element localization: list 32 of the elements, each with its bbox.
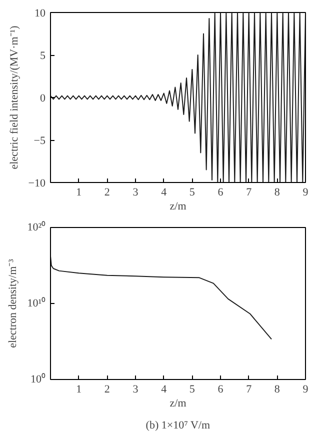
- y-tick-label: 10²⁰: [27, 220, 46, 234]
- x-tick-label: 1: [76, 186, 82, 198]
- x-axis-title: z/m: [170, 200, 187, 212]
- y-tick-label: 10⁰: [30, 372, 46, 386]
- x-tick-label: 8: [274, 186, 280, 198]
- x-tick-label: 3: [132, 186, 139, 198]
- x-tick-label: 5: [189, 384, 196, 396]
- y-tick-label: 5: [40, 50, 46, 62]
- y-tick-label: 0: [40, 92, 46, 104]
- x-tick-label: 6: [218, 384, 224, 396]
- text: (b) 1×10⁷ V/m: [146, 420, 210, 432]
- y-tick-label: −10: [28, 178, 46, 190]
- x-tick-label: 2: [104, 186, 110, 198]
- x-tick-label: 7: [246, 384, 252, 396]
- x-tick-label: 1: [76, 384, 82, 396]
- x-tick-label: 3: [132, 384, 139, 396]
- y-tick-label: −5: [34, 135, 46, 147]
- x-axis-title: z/m: [170, 398, 187, 410]
- x-tick-label: 9: [302, 384, 309, 396]
- x-tick-label: 9: [302, 186, 309, 198]
- y-tick-label: 10¹⁰: [27, 296, 46, 310]
- x-tick-label: 4: [161, 186, 168, 198]
- y-tick-label: 10: [34, 8, 46, 20]
- line-series: [50, 12, 306, 182]
- x-tick-label: 8: [274, 384, 280, 396]
- x-tick-label: 7: [246, 186, 252, 198]
- y-axis-title: electron density/m⁻³: [7, 258, 20, 348]
- x-tick-label: 6: [218, 186, 224, 198]
- x-tick-label: 4: [161, 384, 168, 396]
- x-tick-label: 5: [189, 186, 196, 198]
- x-tick-label: 2: [104, 384, 110, 396]
- y-axis-title: electric field intensity/(MV·m⁻¹): [8, 25, 20, 170]
